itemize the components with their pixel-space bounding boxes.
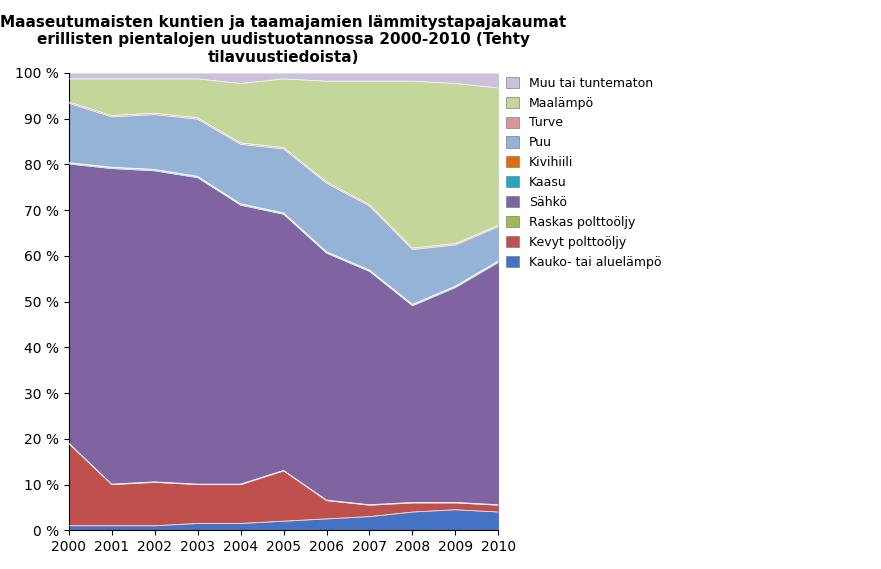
- Title: Maaseutumaisten kuntien ja taamajamien lämmitystapajakaumat
erillisten pientaloj: Maaseutumaisten kuntien ja taamajamien l…: [0, 15, 566, 65]
- Legend: Muu tai tuntematon, Maalämpö, Turve, Puu, Kivihiili, Kaasu, Sähkö, Raskas poltto: Muu tai tuntematon, Maalämpö, Turve, Puu…: [503, 73, 665, 273]
